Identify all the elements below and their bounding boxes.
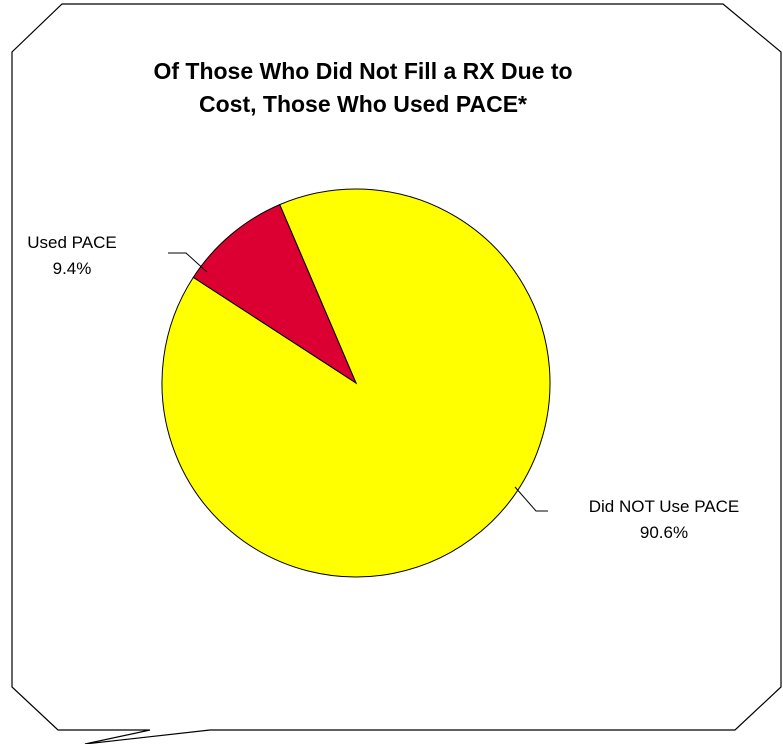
- leader-line-did-not-use-pace: [514, 486, 548, 512]
- data-label-used-pace-value: 9.4%: [53, 259, 92, 278]
- pie-chart: [161, 188, 551, 578]
- chart-title-line-2: Cost, Those Who Used PACE*: [199, 91, 527, 117]
- data-label-did-not-use-pace-value: 90.6%: [640, 523, 688, 542]
- chart-title-line-1: Of Those Who Did Not Fill a RX Due to: [153, 58, 572, 84]
- pie-slice-used-pace: [192, 203, 358, 385]
- data-label-used-pace-name: Used PACE: [27, 233, 116, 252]
- leader-line-used-pace: [168, 252, 208, 273]
- data-label-did-not-use-pace-name: Did NOT Use PACE: [589, 497, 740, 516]
